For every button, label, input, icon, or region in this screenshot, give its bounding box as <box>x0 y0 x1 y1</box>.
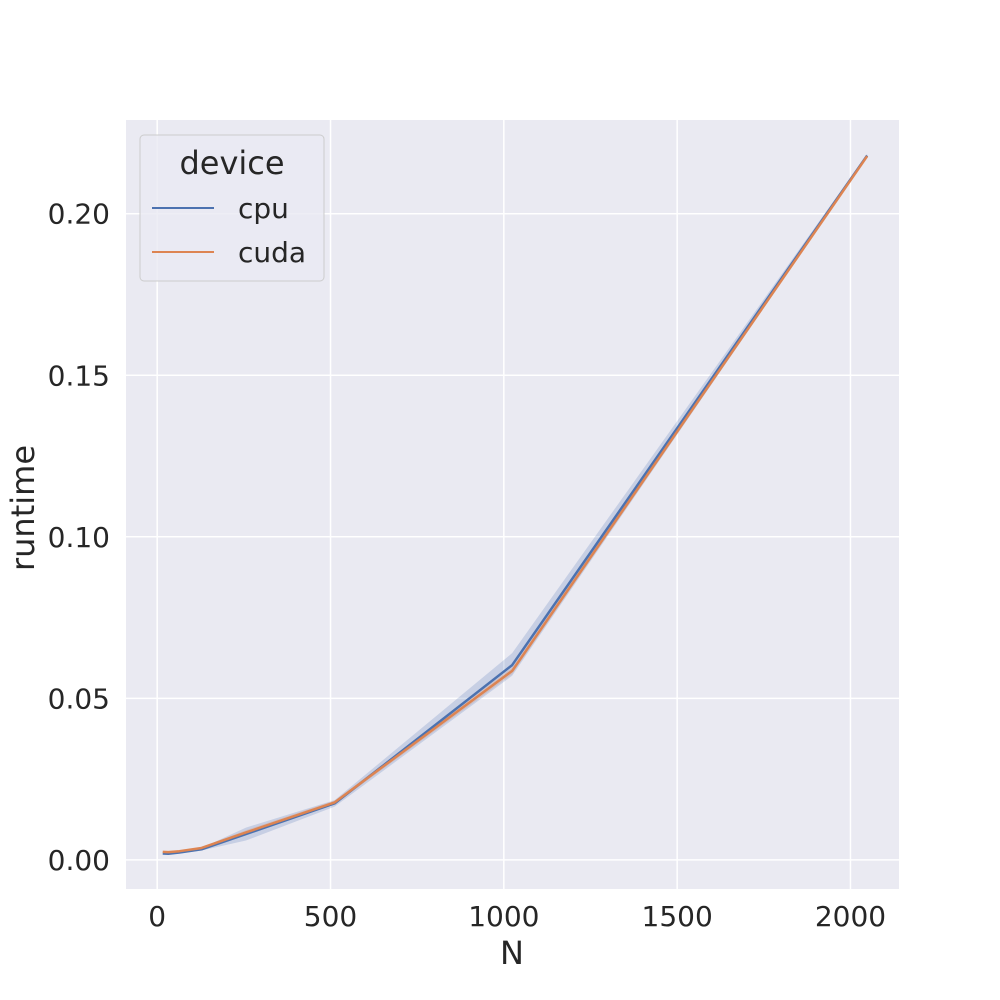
y-tick-label: 0.00 <box>48 844 110 877</box>
series-line-cuda <box>162 155 869 854</box>
legend-label-cpu: cpu <box>238 192 289 225</box>
legend-box <box>139 134 325 282</box>
grid-lines <box>126 120 899 889</box>
series-line-cpu <box>162 154 869 856</box>
x-tick-label: 1000 <box>468 900 539 933</box>
y-tick-labels: 0.00 0.05 0.10 0.15 0.20 <box>48 198 110 877</box>
x-tick-labels: 0 500 1000 1500 2000 <box>148 900 886 933</box>
y-axis-label: runtime <box>4 445 42 571</box>
y-tick-label: 0.15 <box>48 359 110 392</box>
legend-title: device <box>179 144 284 182</box>
x-axis-label: N <box>500 934 524 972</box>
x-tick-label: 2000 <box>815 900 886 933</box>
y-tick-label: 0.20 <box>48 198 110 231</box>
legend-label-cuda: cuda <box>238 236 306 269</box>
y-tick-label: 0.10 <box>48 521 110 554</box>
x-tick-label: 500 <box>304 900 357 933</box>
x-tick-label: 1500 <box>642 900 713 933</box>
x-tick-label: 0 <box>148 900 166 933</box>
series-lines <box>162 154 869 856</box>
legend: device cpu cuda <box>139 134 325 282</box>
y-tick-label: 0.05 <box>48 682 110 715</box>
